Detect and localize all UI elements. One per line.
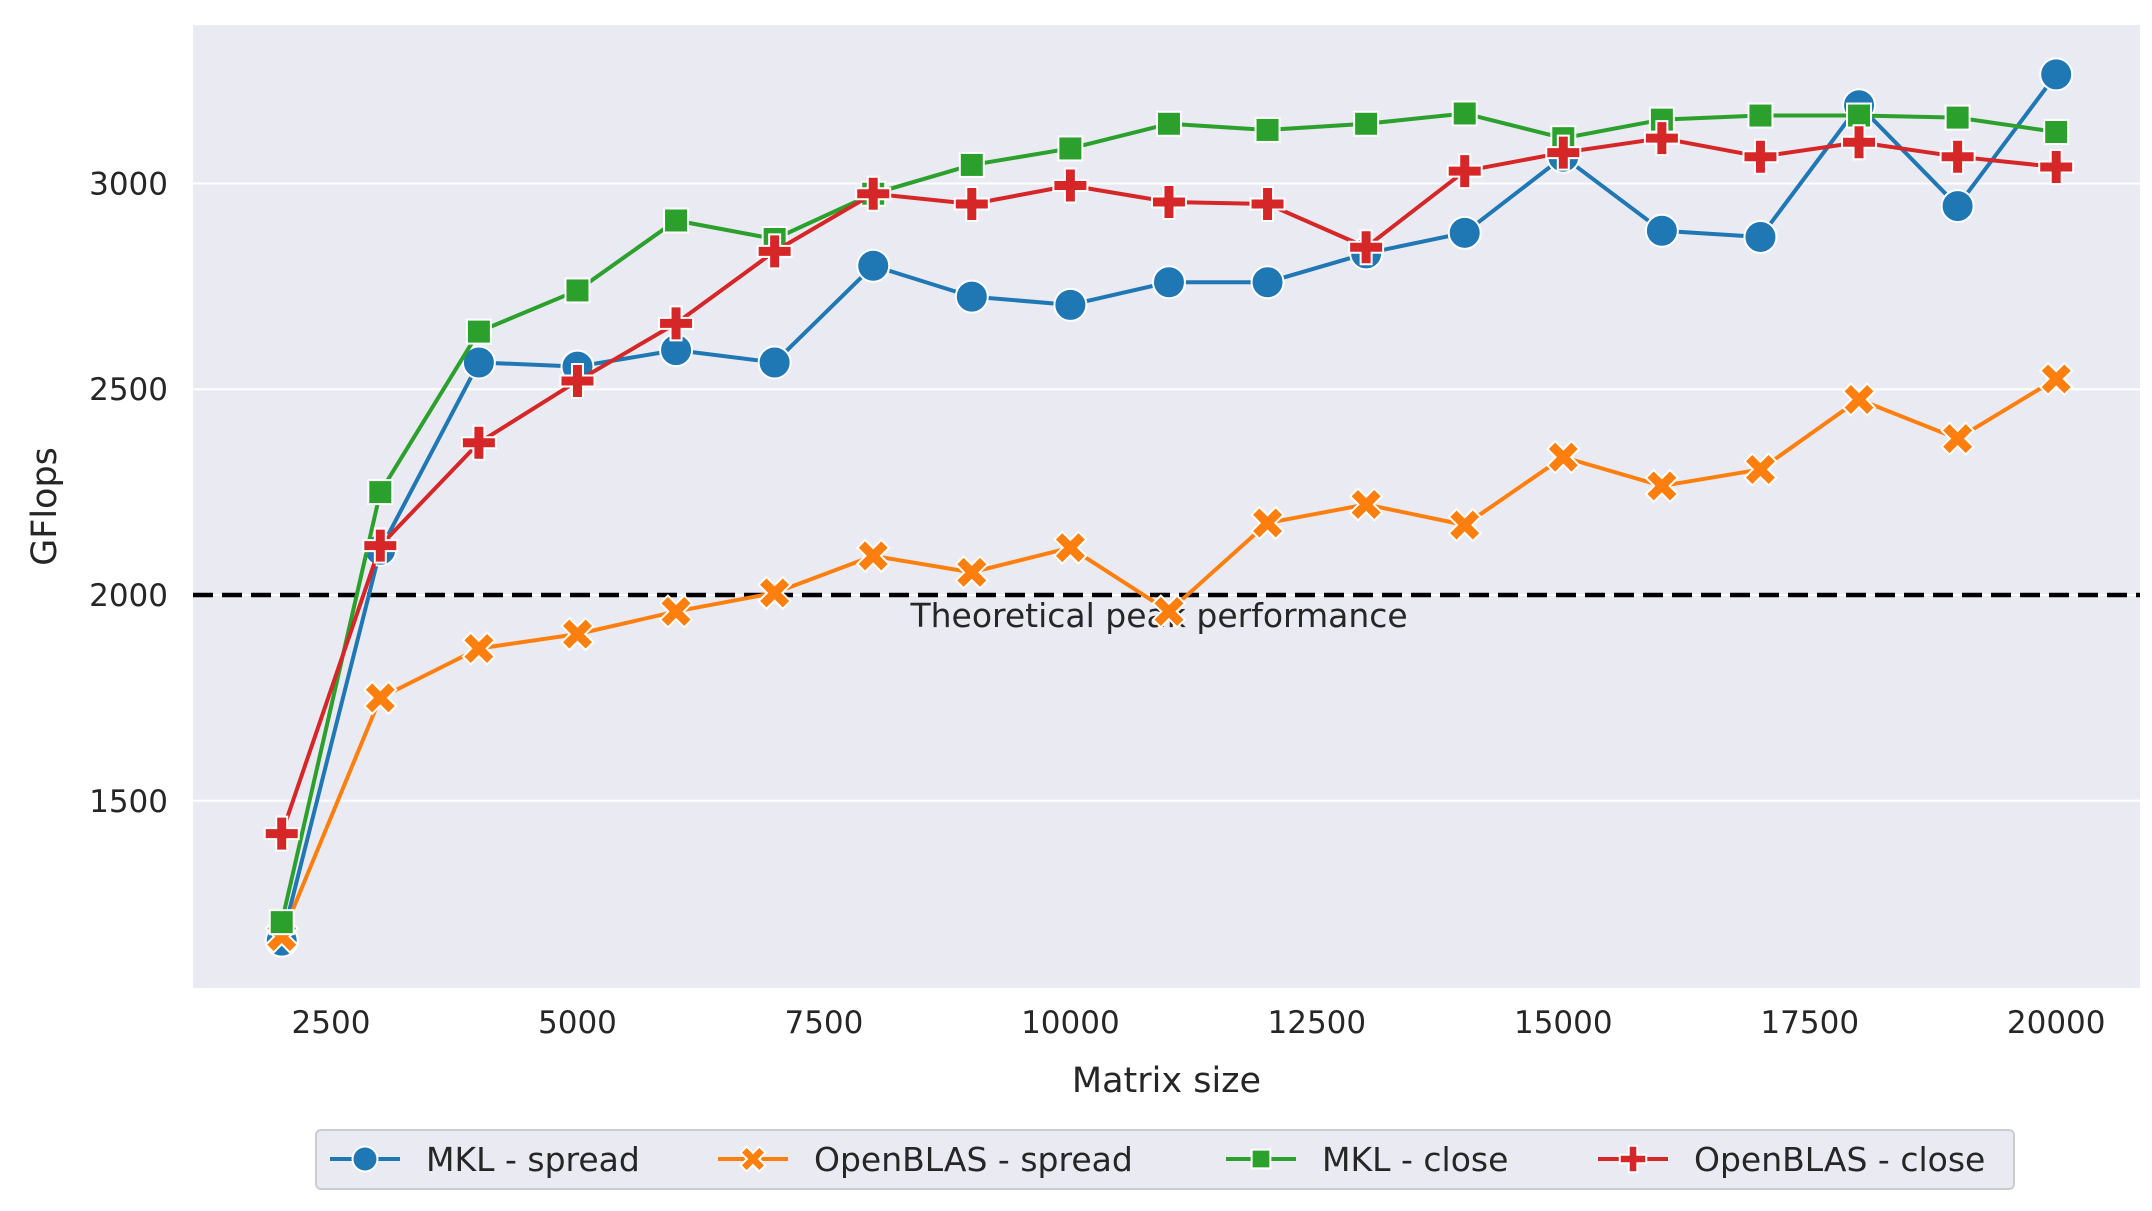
y-tick-label: 2000 [89,578,168,614]
data-point [855,538,891,574]
data-point [1254,116,1281,143]
legend-label: OpenBLAS - close [1694,1140,1985,1179]
data-point [1841,124,1878,161]
data-point [1545,439,1581,475]
x-tick-label: 12500 [1268,1005,1367,1041]
data-point [663,207,690,234]
data-point [461,631,497,666]
y-tick-label: 2500 [89,372,168,408]
data-point [2043,119,2070,145]
x-tick-label: 10000 [1021,1005,1120,1041]
x-tick-labels: 2500 5000 7500 10000 12500 15000 17500 20000 [292,1005,2106,1041]
x-tick-label: 5000 [538,1005,617,1041]
data-point [1249,186,1286,223]
data-point [1250,505,1285,541]
data-point [1643,120,1680,157]
data-point [367,479,394,506]
data-point [954,279,989,314]
x-axis-title: Matrix size [1072,1061,1261,1101]
x-tick-label: 2500 [292,1005,371,1041]
y-axis-title: GFlops [25,447,65,566]
data-point [1747,102,1774,129]
data-point [1618,1144,1648,1174]
data-point [1940,421,1975,456]
data-point [1841,382,1877,417]
legend-label: MKL - spread [426,1140,640,1179]
data-point [1053,530,1088,565]
data-point [2039,57,2074,92]
legend-label: MKL - close [1322,1140,1508,1179]
data-point [362,680,398,716]
data-point [1447,215,1482,250]
data-point [1348,487,1384,522]
data-point [1644,468,1680,504]
x-tick-label: 7500 [784,1005,863,1041]
y-tick-label: 3000 [89,166,168,202]
data-point [351,1145,379,1173]
data-point [465,318,492,345]
data-point [1447,507,1483,543]
legend-entry: OpenBLAS - close [1598,1140,1985,1179]
data-point [1250,265,1285,300]
series [264,361,2074,954]
y-tick-labels: 1500 2000 2500 3000 [89,166,168,819]
data-point [1053,287,1088,322]
data-point [460,424,497,461]
data-point [1743,219,1778,254]
data-point [1151,265,1186,300]
plot-area [193,25,2140,988]
x-tick-label: 20000 [2007,1005,2106,1041]
data-point [757,345,792,380]
data-point [1250,1148,1272,1170]
data-point [855,175,892,212]
data-point [1545,134,1582,171]
data-point [1155,110,1182,137]
data-point [564,277,591,304]
data-point [461,345,496,380]
data-point [1353,110,1380,137]
x-tick-label: 15000 [1514,1005,1613,1041]
data-point [1939,138,1976,175]
data-point [1150,183,1187,220]
data-point [559,362,596,399]
legend-entry: MKL - close [1226,1140,1508,1179]
data-point [757,575,792,611]
y-tick-label: 1500 [89,784,168,820]
data-point [1348,229,1385,266]
legend-entry: OpenBLAS - spread [718,1140,1133,1179]
data-point [1151,594,1187,629]
data-point [1846,102,1873,129]
data-point [1742,138,1779,175]
series [263,120,2075,852]
data-point [263,815,300,852]
data-point [658,594,694,629]
data-point [739,1145,767,1173]
data-point [954,555,990,590]
data-point [560,616,595,652]
data-point [1057,135,1084,162]
data-point [1944,104,1971,131]
data-point [362,527,399,564]
legend-entry: MKL - spread [330,1140,640,1179]
data-point [2038,148,2075,185]
data-point [958,151,985,178]
data-point [756,233,793,270]
legend-box [315,1129,2015,1190]
legend-label: OpenBLAS - spread [814,1140,1133,1179]
data-point [1743,452,1778,487]
data-point [1052,167,1089,204]
data-point [856,248,891,283]
data-point [1446,153,1483,190]
legend: MKL - spread OpenBLAS - spread MKL - close… [315,1129,2015,1190]
data-point [1451,100,1478,127]
data-point [658,305,695,342]
data-point [1940,189,1975,224]
data-point [2038,361,2074,397]
data-point [268,909,295,936]
data-point [1644,213,1679,248]
series-layer [263,57,2075,958]
x-tick-label: 17500 [1760,1005,1859,1041]
data-point [953,186,990,223]
